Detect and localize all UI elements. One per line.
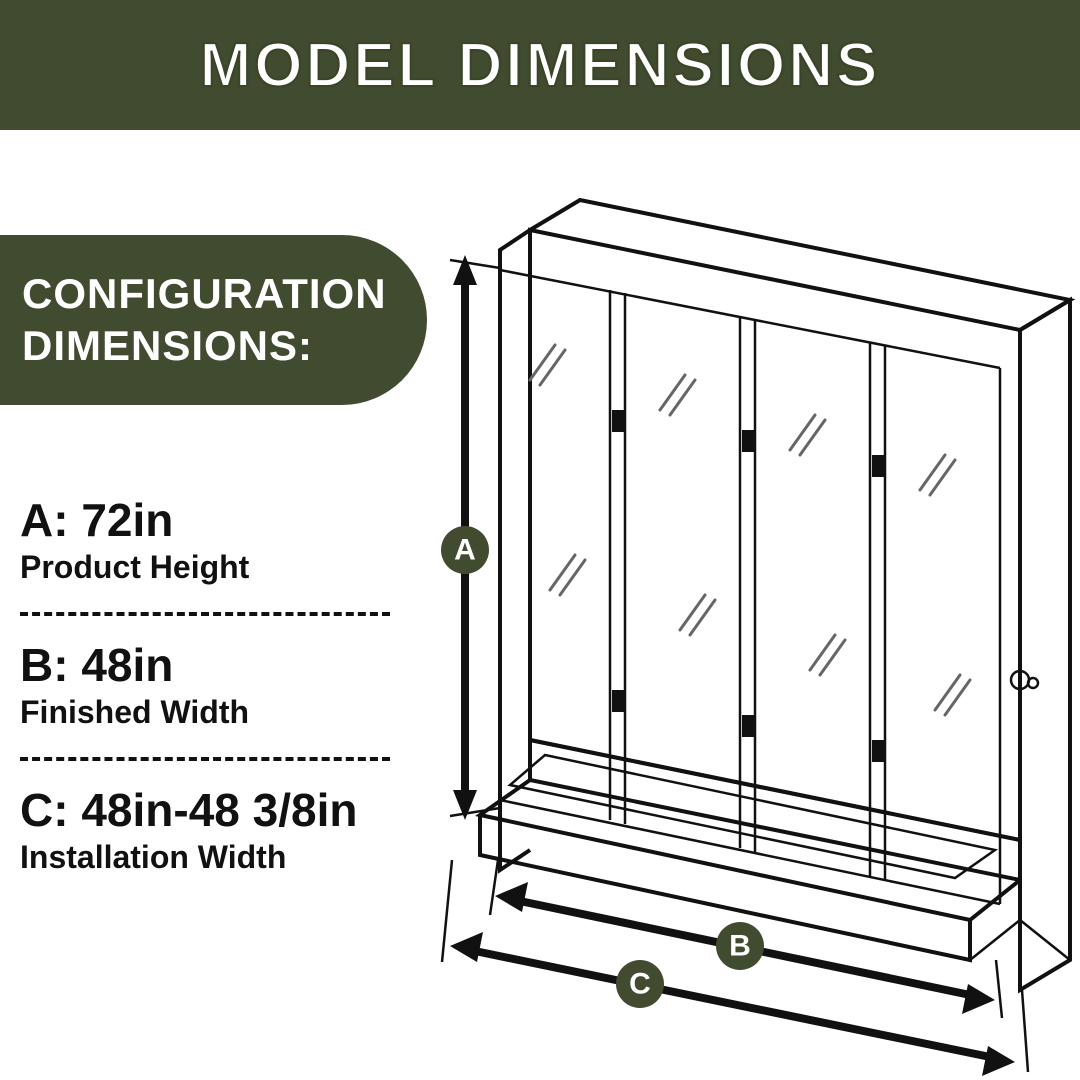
dimension-B-desc: Finished Width — [20, 694, 390, 731]
dimension-B-main: B: 48in — [20, 638, 390, 692]
dimension-arrow-A: A — [441, 255, 500, 820]
title-bar: MODEL DIMENSIONS — [0, 0, 1080, 130]
badge-B-label: B — [729, 930, 751, 963]
dimension-arrow-B: B — [490, 860, 1002, 1018]
config-label-line2: DIMENSIONS: — [22, 320, 387, 373]
dimension-item-C: C: 48in-48 3/8in Installation Width — [20, 765, 390, 898]
dimension-A-desc: Product Height — [20, 549, 390, 586]
divider — [20, 757, 390, 761]
divider — [20, 612, 390, 616]
badge-C-label: C — [629, 968, 651, 1001]
config-label-line1: CONFIGURATION — [22, 268, 387, 321]
dimension-item-A: A: 72in Product Height — [20, 475, 390, 608]
badge-A-label: A — [454, 534, 476, 567]
dimension-list: A: 72in Product Height B: 48in Finished … — [20, 475, 390, 898]
shower-enclosure-diagram: A B C — [380, 160, 1080, 1080]
dimension-item-B: B: 48in Finished Width — [20, 620, 390, 753]
page-title: MODEL DIMENSIONS — [200, 30, 881, 101]
dimension-C-main: C: 48in-48 3/8in — [20, 783, 390, 837]
config-badge: CONFIGURATION DIMENSIONS: — [0, 235, 427, 405]
dimension-C-desc: Installation Width — [20, 839, 390, 876]
dimension-A-main: A: 72in — [20, 493, 390, 547]
